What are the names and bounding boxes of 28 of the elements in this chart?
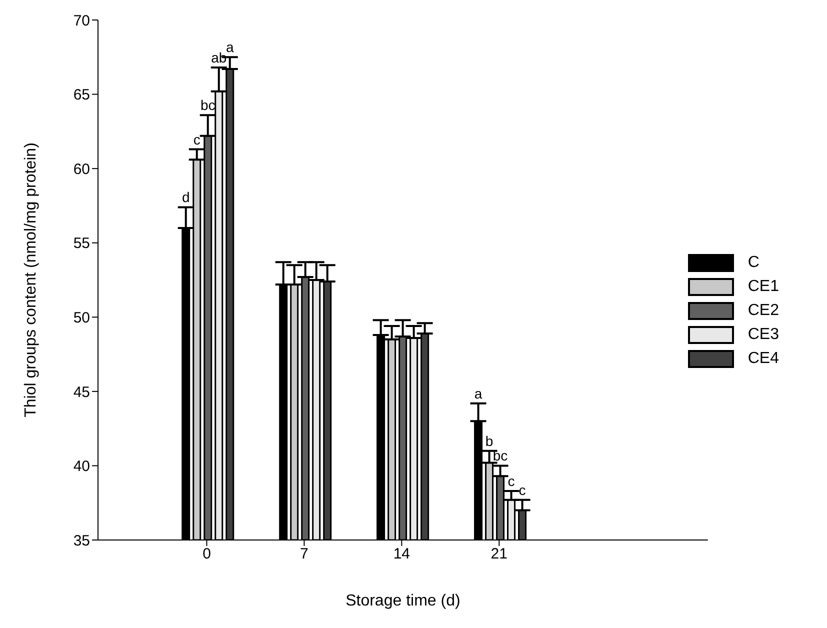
legend-label: CE2 xyxy=(748,302,779,320)
legend-label: C xyxy=(748,254,760,272)
x-tick-label: 0 xyxy=(202,546,211,563)
data-label: c xyxy=(508,472,515,489)
data-label: ab xyxy=(211,50,227,66)
y-tick-label: 70 xyxy=(73,12,90,30)
data-label: c xyxy=(193,131,200,148)
y-tick-label: 35 xyxy=(73,532,90,550)
y-tick-label: 40 xyxy=(73,458,90,476)
data-label: d xyxy=(182,189,190,206)
x-tick-label: 7 xyxy=(300,546,308,563)
y-tick-label: 55 xyxy=(73,235,90,252)
legend-label: CE1 xyxy=(748,278,779,296)
data-label: a xyxy=(474,385,482,402)
y-tick-label: 60 xyxy=(73,160,90,178)
y-axis-title: Thiol groups content (nmol/mg protein) xyxy=(22,142,40,418)
data-label: c xyxy=(518,482,526,498)
y-tick-label: 65 xyxy=(73,86,90,104)
legend-label: CE3 xyxy=(748,326,779,344)
x-tick-label: 21 xyxy=(490,546,508,563)
data-label: bc xyxy=(492,448,508,464)
data-label: a xyxy=(226,39,234,56)
x-tick-label: 14 xyxy=(393,546,410,563)
data-label: b xyxy=(485,432,494,449)
y-tick-label: 50 xyxy=(73,309,90,326)
legend-label: CE4 xyxy=(748,350,779,368)
x-axis-title: Storage time (d) xyxy=(346,592,460,610)
y-tick-label: 45 xyxy=(73,384,90,401)
